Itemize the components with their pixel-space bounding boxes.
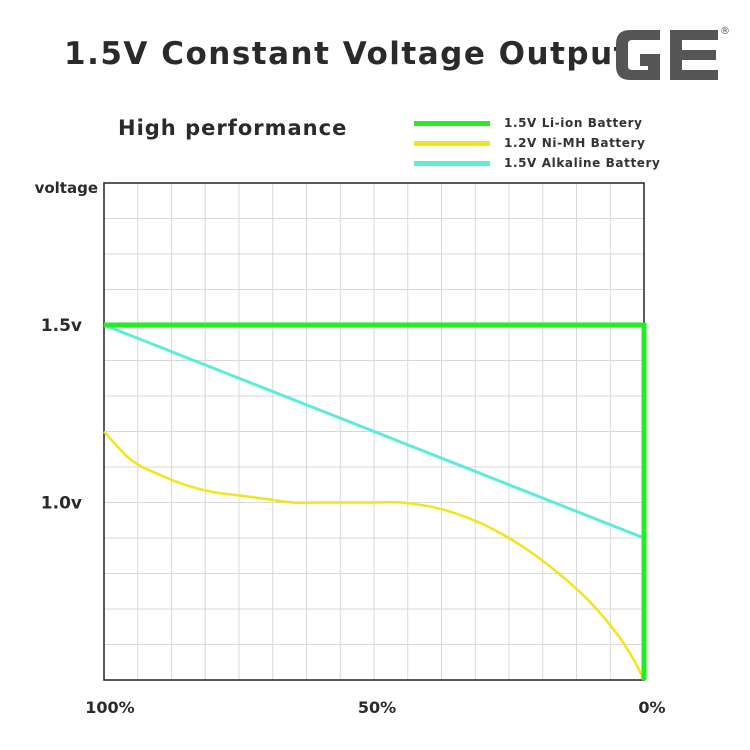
y-axis-label: voltage [35, 179, 98, 197]
series-line-ni-mh [103, 430, 646, 681]
x-tick-label-50: 50% [358, 698, 396, 717]
legend-swatch-li-ion [414, 120, 490, 126]
chart-title: High performance [118, 116, 348, 140]
legend-item-alkaline: 1.5V Alkaline Battery [414, 153, 660, 173]
brand-logo: ® [616, 26, 730, 80]
legend-label-li-ion: 1.5V Li-ion Battery [504, 116, 643, 130]
legend-item-li-ion: 1.5V Li-ion Battery [414, 113, 660, 133]
series-line-li-ion [104, 322, 647, 680]
legend-item-ni-mh: 1.2V Ni-MH Battery [414, 133, 660, 153]
x-tick-label-100: 100% [85, 698, 134, 717]
page-title: 1.5V Constant Voltage Output [64, 36, 630, 72]
legend-swatch-ni-mh [414, 140, 490, 146]
legend-label-alkaline: 1.5V Alkaline Battery [504, 156, 661, 170]
y-tick-label-1-0v: 1.0v [41, 494, 82, 514]
legend-swatch-alkaline [414, 160, 490, 166]
registered-mark: ® [720, 26, 730, 37]
legend: 1.5V Li-ion Battery 1.2V Ni-MH Battery 1… [414, 113, 660, 173]
x-tick-label-0: 0% [638, 698, 665, 717]
series-line-alkaline [103, 323, 645, 540]
y-tick-label-1-5v: 1.5v [41, 316, 82, 336]
series-layer [103, 322, 647, 681]
legend-label-ni-mh: 1.2V Ni-MH Battery [504, 136, 646, 150]
